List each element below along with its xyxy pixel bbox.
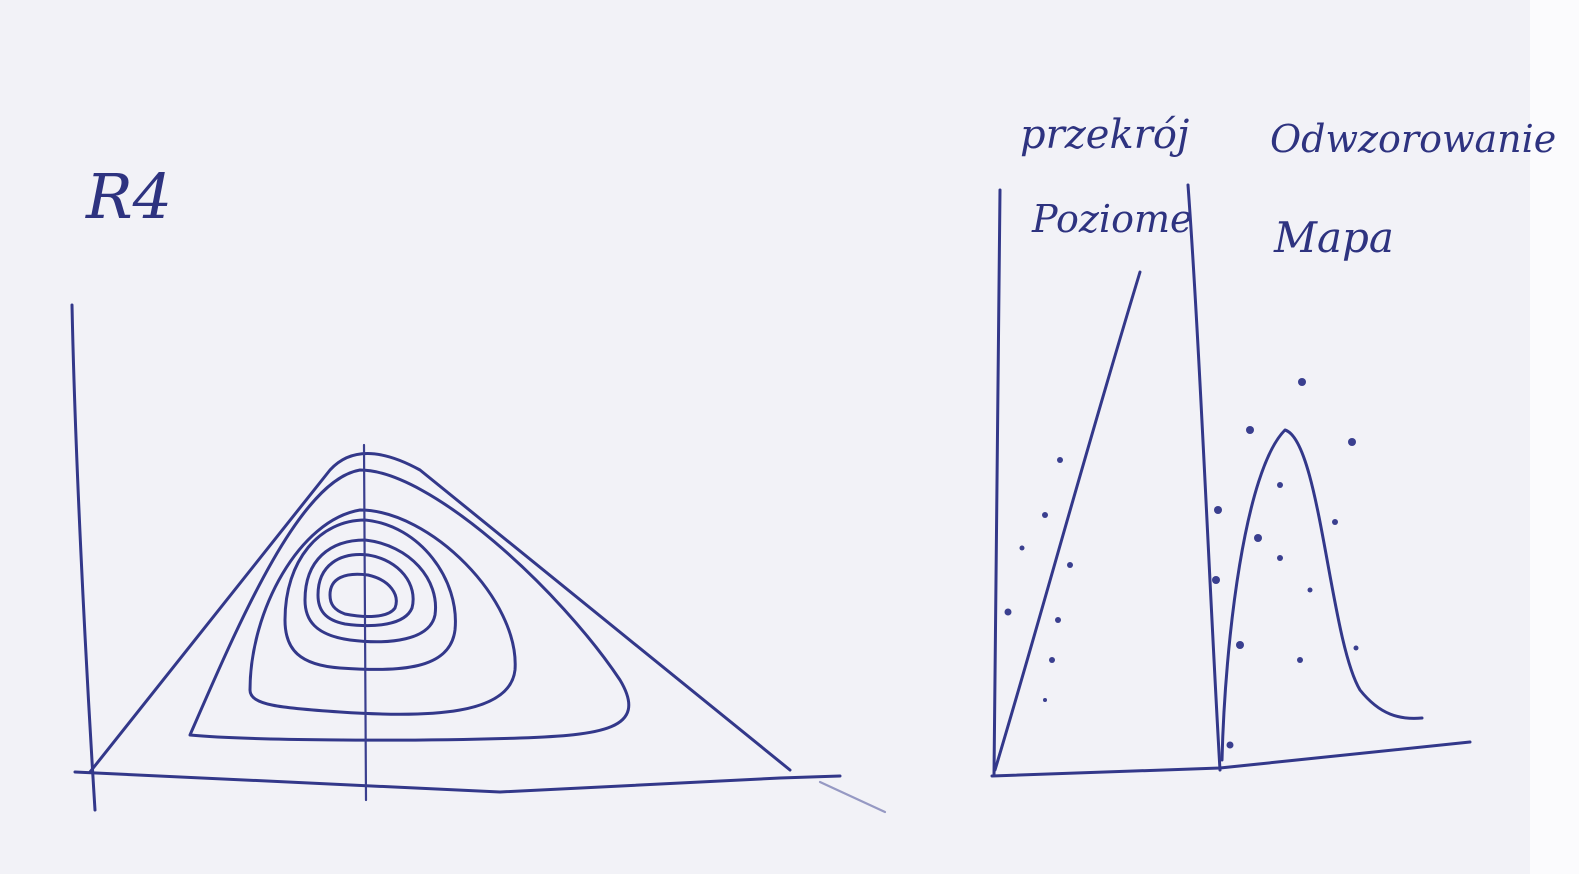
paper-edge [1530, 0, 1579, 874]
point [1067, 562, 1073, 568]
point [1348, 438, 1356, 446]
point [1298, 378, 1306, 386]
section-line [362, 443, 368, 802]
contour [303, 538, 438, 644]
point [1254, 534, 1262, 542]
smudge [818, 780, 887, 814]
contour [283, 518, 457, 671]
point [1332, 519, 1338, 525]
point [1277, 482, 1283, 488]
point [1297, 657, 1303, 663]
section-title: przekrój [1020, 112, 1189, 158]
mapping-title: Odwzorowanie [1270, 117, 1556, 161]
map-profile [1220, 428, 1424, 762]
section-subtitle: Poziome [1031, 197, 1192, 241]
y-axis [70, 303, 97, 812]
point [1226, 741, 1234, 749]
section-profile [993, 270, 1142, 772]
point [1057, 457, 1063, 463]
point [1277, 555, 1283, 561]
contour [316, 553, 415, 628]
contour-sketch [70, 303, 887, 814]
point [1236, 641, 1244, 649]
outer-contour [88, 452, 792, 774]
section-baseline [990, 740, 1472, 778]
point [1055, 617, 1061, 623]
contour [188, 468, 631, 742]
contour [328, 572, 398, 618]
sketch-title: R4 [85, 160, 172, 233]
section-left-wall [992, 188, 1002, 777]
point [1042, 512, 1048, 518]
mapping-subtitle: Mapa [1273, 213, 1394, 262]
contour [248, 508, 517, 716]
point [1353, 645, 1359, 651]
point [1019, 545, 1025, 551]
section-sketch [990, 183, 1472, 778]
point [1246, 426, 1254, 434]
section-right-wall [1186, 183, 1222, 772]
point [1043, 698, 1047, 702]
point [1004, 608, 1012, 616]
point [1307, 587, 1313, 593]
x-axis [73, 770, 842, 794]
point [1212, 576, 1220, 584]
point [1214, 506, 1222, 514]
point [1049, 657, 1055, 663]
